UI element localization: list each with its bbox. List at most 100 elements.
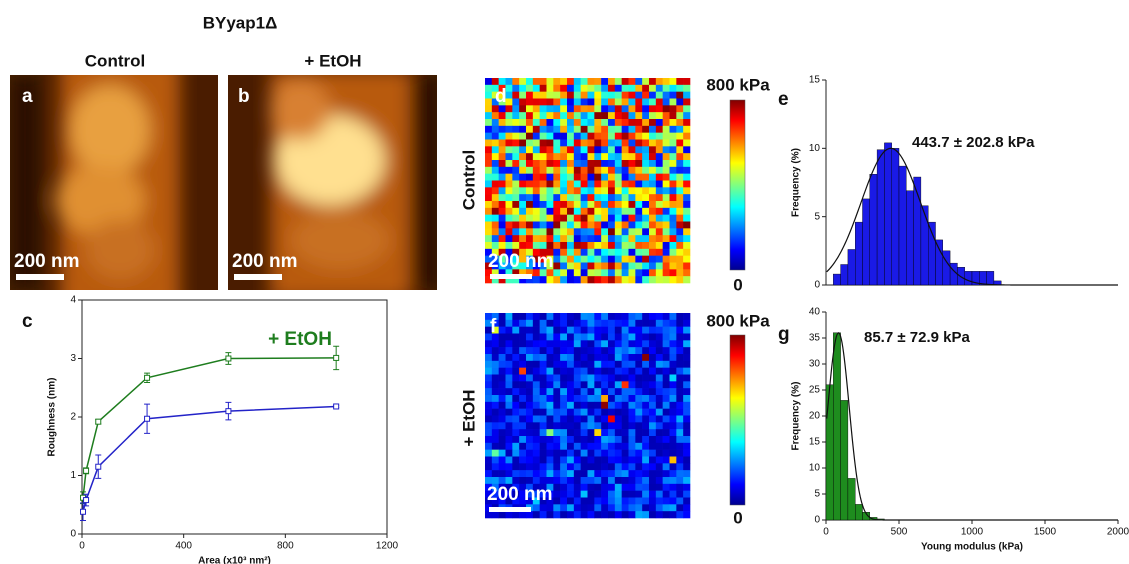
heatmap-cell [567,78,575,86]
heatmap-cell [628,78,636,86]
heatmap-cell [635,313,643,321]
heatmap-cell [560,415,568,423]
heatmap-cell [608,408,616,416]
heatmap-cell [594,463,602,471]
heatmap-cell [601,207,609,215]
heatmap-cell [662,497,670,505]
heatmap-cell [512,146,520,154]
heatmap-cell [573,463,581,471]
heatmap-cell [614,112,622,120]
heatmap-cell [519,415,527,423]
heatmap-cell [573,477,581,485]
heatmap-cell [573,511,581,519]
heatmap-cell [676,319,684,327]
heatmap-cell [614,201,622,209]
heatmap-cell [485,201,493,209]
heatmap-cell [512,194,520,202]
heatmap-cell [491,201,499,209]
heatmap-cell [526,242,534,250]
heatmap-cell [683,160,691,168]
heatmap-cell [580,91,588,99]
heatmap-cell [676,112,684,120]
heatmap-cell [567,333,575,341]
heatmap-cell [614,146,622,154]
heatmap-cell [683,105,691,113]
heatmap-cell [601,456,609,464]
heatmap-cell [512,490,520,498]
heatmap-cell [580,207,588,215]
heatmap-cell [546,470,554,478]
heatmap-cell [526,255,534,263]
heatmap-cell [526,214,534,222]
heatmap-cell [485,187,493,195]
heatmap-cell [649,187,657,195]
heatmap-cell [553,146,561,154]
heatmap-cell [539,333,547,341]
heatmap-cell [642,463,650,471]
heatmap-cell [642,242,650,250]
heatmap-cell [512,248,520,256]
heatmap-cell [621,187,629,195]
heatmap-cell [519,340,527,348]
heatmap-cell [546,262,554,270]
heatmap-cell [662,228,670,236]
heatmap-cell [608,201,616,209]
heatmap-cell [580,401,588,409]
heatmap-cell [526,269,534,277]
heatmap-cell [512,98,520,106]
heatmap-cell [573,354,581,362]
heatmap-cell [567,173,575,181]
heatmap-cell [628,173,636,181]
heatmap-cell [642,91,650,99]
heatmap-cell [683,228,691,236]
heatmap-cell [628,207,636,215]
heatmap-cell [491,91,499,99]
heatmap-cell [580,146,588,154]
heatmap-cell [601,242,609,250]
heatmap-cell [676,463,684,471]
heatmap-cell [567,207,575,215]
heatmap-cell [662,360,670,368]
heatmap-cell [621,242,629,250]
heatmap-cell [505,367,513,375]
heatmap-cell [580,463,588,471]
heatmap-cell [580,449,588,457]
heatmap-cell [498,456,506,464]
heatmap-cell [485,429,493,437]
heatmap-cell [539,139,547,147]
heatmap-cell [614,422,622,430]
heatmap-cell [505,214,513,222]
heatmap-cell [676,235,684,243]
heatmap-cell [614,381,622,389]
heatmap-cell [498,497,506,505]
heatmap-cell [608,194,616,202]
heatmap-cell [662,166,670,174]
heatmap-cell [567,201,575,209]
heatmap-cell [655,477,663,485]
heatmap-cell [567,504,575,512]
heatmap-cell [560,470,568,478]
heatmap-cell [560,262,568,270]
heatmap-cell [635,483,643,491]
heatmap-cell [567,248,575,256]
colorbar-max: 800 kPa [706,311,770,330]
heatmap-cell [512,228,520,236]
heatmap-cell [614,91,622,99]
heatmap-cell [669,497,677,505]
heatmap-cell [512,388,520,396]
bar [825,384,834,521]
heatmap-cell [587,313,595,321]
y-tick-label: 10 [809,143,821,154]
heatmap-cell [553,483,561,491]
heatmap-cell [491,180,499,188]
heatmap-cell [526,463,534,471]
heatmap-cell [635,326,643,334]
heatmap-cell [491,340,499,348]
heatmap-cell [662,139,670,147]
heatmap-cell [560,248,568,256]
heatmap-cell [621,442,629,450]
heatmap-cell [614,221,622,229]
heatmap-cell [669,442,677,450]
heatmap-cell [567,511,575,519]
heatmap-cell [655,78,663,86]
